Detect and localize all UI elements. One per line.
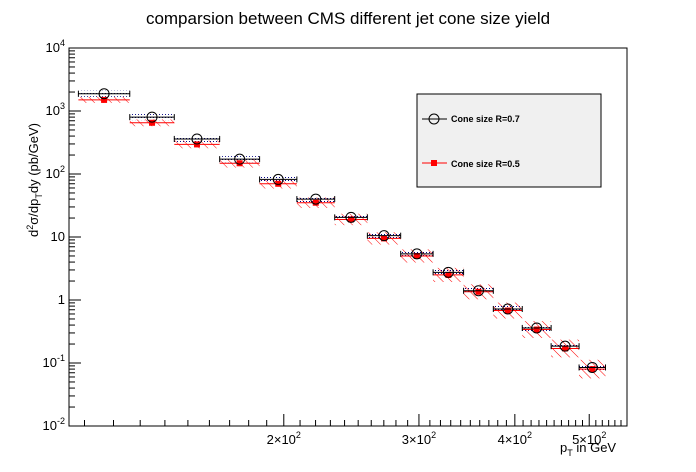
- y-tick-label-3: 10: [51, 229, 65, 244]
- point-r05-12: [534, 327, 540, 333]
- y-axis-label: d2σ/dpTdy (pb/GeV): [25, 123, 44, 237]
- x-axis: 2×102 3×102 4×102 5×102: [85, 414, 621, 447]
- point-r05-10: [475, 289, 481, 295]
- y-tick-label-1: 10-1: [43, 353, 65, 370]
- legend-label-r05: Cone size R=0.5: [451, 159, 520, 169]
- point-r05-5: [313, 200, 319, 206]
- y-tick-label-6: 104: [46, 38, 65, 55]
- y-tick-label-5: 103: [46, 101, 65, 118]
- point-r05-11: [505, 308, 511, 314]
- point-r05-1: [149, 120, 155, 126]
- legend-box: [417, 94, 601, 187]
- x-tick-label-2: 4×102: [498, 430, 532, 447]
- y-tick-label-2: 1: [58, 292, 65, 307]
- x-tick-label-0: 2×102: [267, 430, 301, 447]
- legend-label-r07: Cone size R=0.7: [451, 114, 520, 124]
- x-axis-label: pT in GeV: [560, 440, 616, 458]
- y-tick-label-4: 102: [46, 164, 65, 181]
- y-axis: 10-2 10-1 1 10 102 103 104: [43, 38, 81, 433]
- legend-marker-filled-square: [431, 160, 437, 166]
- chart-title: comparsion between CMS different jet con…: [146, 9, 550, 28]
- y-tick-label-0: 10-2: [43, 416, 65, 433]
- legend: Cone size R=0.7 Cone size R=0.5: [417, 94, 601, 187]
- x-tick-label-1: 3×102: [402, 430, 436, 447]
